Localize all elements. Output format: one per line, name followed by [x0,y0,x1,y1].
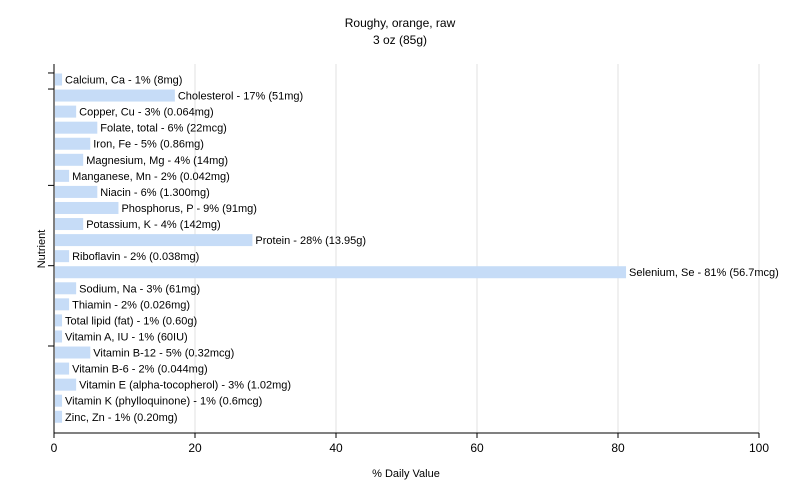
bar [55,201,119,214]
plot-area [54,64,759,433]
x-tick-label: 0 [51,441,58,455]
bar [55,234,253,247]
bar-label: Sodium, Na - 3% (61mg) [79,283,200,295]
bar-label: Riboflavin - 2% (0.038mg) [72,251,199,263]
bar-label: Zinc, Zn - 1% (0.20mg) [65,412,177,424]
bar [55,153,84,166]
bar-label: Vitamin K (phylloquinone) - 1% (0.6mcg) [65,396,262,408]
x-axis-title: % Daily Value [372,468,440,480]
bar-label: Vitamin E (alpha-tocopherol) - 3% (1.02m… [79,380,291,392]
bars: Calcium, Ca - 1% (8mg) Cholesterol - 17% … [55,73,779,424]
x-tick-label: 80 [611,441,625,455]
bar-label: Calcium, Ca - 1% (8mg) [65,75,182,87]
bar [55,105,77,118]
x-tick-label: 20 [188,441,202,455]
bar [55,218,84,231]
bar [55,137,91,150]
bar [55,378,77,391]
bar-label: Potassium, K - 4% (142mg) [86,219,221,231]
bar-label: Cholesterol - 17% (51mg) [178,91,303,103]
x-tick-label: 60 [470,441,484,455]
axes: 0 20 40 60 80 100 [48,64,769,455]
bar-label: Phosphorus, P - 9% (91mg) [121,203,257,215]
bar-label: Magnesium, Mg - 4% (14mg) [86,155,228,167]
bar-label: Vitamin A, IU - 1% (60IU) [65,331,188,343]
bar [55,266,627,279]
bar [55,330,63,343]
y-axis-title: Nutrient [36,230,48,269]
bar [55,185,98,198]
bar [55,121,98,134]
bar [55,362,70,375]
x-tick-label: 100 [749,441,769,455]
bar [55,410,63,423]
bar [55,169,70,182]
bar [55,314,63,327]
bar-label: Folate, total - 6% (22mcg) [100,123,227,135]
bar-label: Vitamin B-6 - 2% (0.044mg) [72,364,208,376]
bar-label: Selenium, Se - 81% (56.7mcg) [629,267,779,279]
bar-label: Manganese, Mn - 2% (0.042mg) [72,171,230,183]
bar [55,89,175,102]
bar-label: Niacin - 6% (1.300mg) [100,187,209,199]
bar [55,250,70,263]
bar-label: Vitamin B-12 - 5% (0.32mcg) [93,348,234,360]
bar-label: Protein - 28% (13.95g) [255,235,366,247]
grid-lines [194,64,760,433]
bar [55,73,63,86]
bar-label: Total lipid (fat) - 1% (0.60g) [65,315,197,327]
bar-label: Thiamin - 2% (0.026mg) [72,299,190,311]
bar [55,282,77,295]
bar-label: Iron, Fe - 5% (0.86mg) [93,139,204,151]
bar-label: Copper, Cu - 3% (0.064mg) [79,107,214,119]
x-tick-label: 40 [329,441,343,455]
bar [55,298,70,311]
bar [55,394,63,407]
chart-title: Roughy, orange, raw [345,16,456,30]
chart-subtitle: 3 oz (85g) [373,33,427,47]
bar [55,346,91,359]
